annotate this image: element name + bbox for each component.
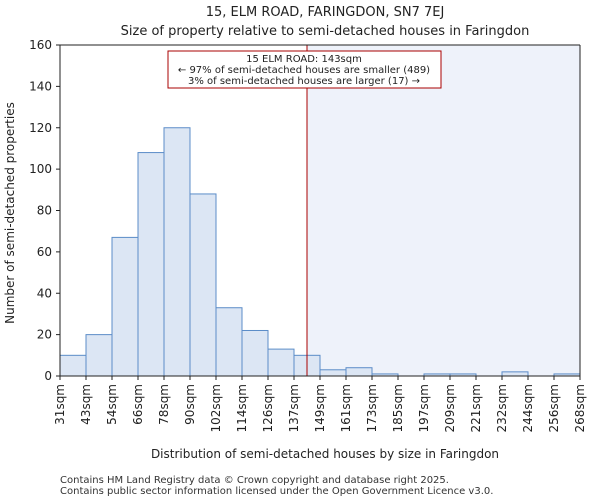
y-axis: 0 20 40 60 80 100 120 140 160 bbox=[29, 38, 60, 383]
annotation-line-2: ← 97% of semi-detached houses are smalle… bbox=[178, 65, 430, 76]
x-tick-label: 102sqm bbox=[209, 384, 223, 432]
annotation-line-1: 15 ELM ROAD: 143sqm bbox=[246, 54, 362, 65]
x-tick-label: 161sqm bbox=[339, 384, 353, 432]
footer-line-2: Contains public sector information licen… bbox=[60, 486, 494, 497]
x-tick-label: 66sqm bbox=[131, 384, 145, 425]
larger-properties-region bbox=[307, 45, 580, 376]
bar-43sqm bbox=[85, 334, 113, 377]
y-tick-label: 60 bbox=[37, 245, 52, 259]
bar-54sqm bbox=[111, 236, 139, 377]
x-axis-label: Distribution of semi-detached houses by … bbox=[151, 447, 499, 461]
x-tick-label: 90sqm bbox=[183, 384, 197, 425]
x-tick-label: 268sqm bbox=[573, 384, 587, 432]
x-tick-label: 137sqm bbox=[287, 384, 301, 432]
bar-78sqm bbox=[163, 127, 191, 377]
x-tick-label: 256sqm bbox=[547, 384, 561, 432]
x-tick-label: 78sqm bbox=[157, 384, 171, 425]
x-tick-label: 244sqm bbox=[521, 384, 535, 432]
x-tick-label: 209sqm bbox=[443, 384, 457, 432]
y-tick-label: 120 bbox=[29, 121, 52, 135]
x-tick-label: 197sqm bbox=[417, 384, 431, 432]
x-tick-label: 126sqm bbox=[261, 384, 275, 432]
y-tick-label: 160 bbox=[29, 38, 52, 52]
y-tick-label: 140 bbox=[29, 79, 52, 93]
bar-90sqm bbox=[189, 193, 217, 377]
bar-102sqm bbox=[215, 307, 243, 377]
x-tick-label: 54sqm bbox=[105, 384, 119, 425]
property-annotation: 15 ELM ROAD: 143sqm ← 97% of semi-detach… bbox=[167, 50, 442, 89]
annotation-line-3: 3% of semi-detached houses are larger (1… bbox=[188, 76, 420, 87]
x-tick-label: 221sqm bbox=[469, 384, 483, 432]
bar-114sqm bbox=[241, 329, 269, 377]
x-tick-label: 31sqm bbox=[53, 384, 67, 425]
bar-126sqm bbox=[267, 348, 295, 377]
footer-line-1: Contains HM Land Registry data © Crown c… bbox=[60, 475, 449, 486]
x-tick-label: 232sqm bbox=[495, 384, 509, 432]
x-tick-label: 185sqm bbox=[391, 384, 405, 432]
x-tick-label: 173sqm bbox=[365, 384, 379, 432]
bar-66sqm bbox=[137, 152, 165, 377]
y-tick-label: 100 bbox=[29, 162, 52, 176]
bar-161sqm bbox=[345, 367, 373, 377]
y-tick-label: 20 bbox=[37, 328, 52, 342]
x-tick-label: 149sqm bbox=[313, 384, 327, 432]
y-tick-label: 0 bbox=[44, 369, 52, 383]
bar-31sqm bbox=[59, 354, 87, 377]
y-tick-label: 40 bbox=[37, 286, 52, 300]
y-axis-label: Number of semi-detached properties bbox=[3, 102, 17, 324]
bar-232sqm bbox=[501, 371, 529, 377]
chart-subtitle: Size of property relative to semi-detach… bbox=[121, 24, 530, 39]
bar-149sqm bbox=[319, 369, 347, 377]
y-tick-label: 80 bbox=[37, 204, 52, 218]
x-axis: 31sqm 43sqm 54sqm 66sqm 78sqm 90sqm 102sqm 114s… bbox=[53, 376, 587, 432]
annotation-box bbox=[167, 50, 442, 89]
chart-title: 15, ELM ROAD, FARINGDON, SN7 7EJ bbox=[206, 5, 445, 20]
x-tick-label: 114sqm bbox=[235, 384, 249, 432]
x-tick-label: 43sqm bbox=[79, 384, 93, 425]
